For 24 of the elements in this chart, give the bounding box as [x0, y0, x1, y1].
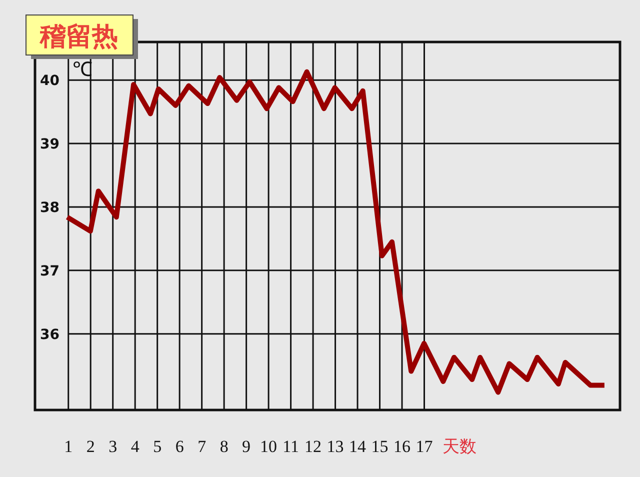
x-tick-label: 16 [394, 437, 411, 456]
x-tick-label: 8 [220, 437, 228, 456]
y-tick-label: 39 [40, 136, 60, 153]
x-tick-label: 7 [198, 437, 207, 456]
x-tick-label: 13 [326, 437, 344, 456]
x-tick-label: 1 [64, 437, 73, 456]
x-tick-label: 15 [371, 437, 388, 456]
y-tick-label: 36 [40, 326, 60, 343]
y-tick-label: 38 [40, 200, 60, 216]
y-tick-label: 37 [40, 263, 60, 280]
x-tick-label: 2 [86, 437, 95, 456]
x-tick-label: 17 [416, 437, 434, 456]
x-tick-label: 11 [282, 437, 299, 456]
x-tick-label: 6 [175, 437, 184, 456]
x-tick-label: 9 [242, 437, 251, 456]
x-tick-label: 4 [130, 437, 140, 456]
x-tick-label: 10 [260, 437, 278, 456]
x-tick-label: 14 [349, 437, 367, 456]
x-tick-label: 12 [304, 437, 322, 456]
x-axis-title: 天数 [442, 437, 476, 456]
chart-title: 稽留热 [39, 21, 118, 51]
y-tick-label: 40 [40, 73, 60, 90]
x-tick-label: 3 [108, 437, 118, 456]
x-tick-label: 5 [153, 437, 162, 456]
